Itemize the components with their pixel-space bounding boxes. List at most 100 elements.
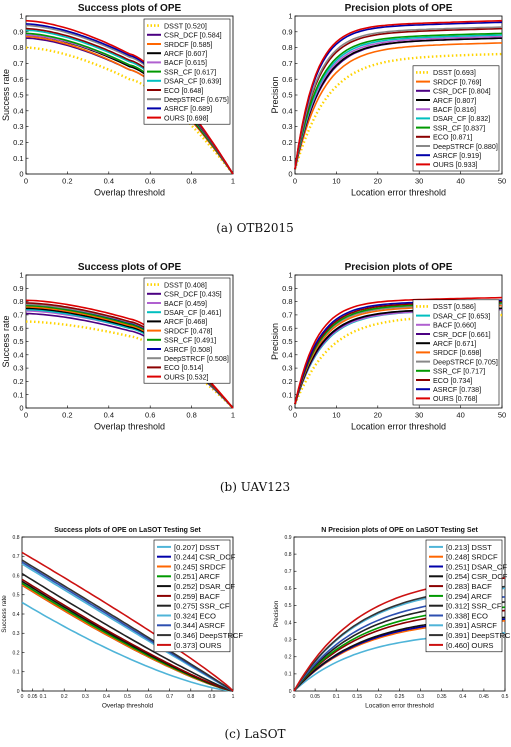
y-tick-label: 0.8 — [282, 297, 292, 306]
series-line-7 — [21, 572, 234, 692]
series-lines — [293, 19, 503, 170]
y-axis-label: Success rate — [1, 595, 8, 633]
x-tick-label: 20 — [374, 177, 382, 186]
legend-entry: DSAR_CF [0.461] — [164, 309, 221, 317]
x-tick-label: 0.2 — [62, 411, 72, 420]
series-line-8 — [21, 563, 234, 692]
y-tick-label: 0 — [19, 404, 23, 413]
x-tick-label: 0.25 — [395, 694, 405, 700]
x-tick-label: 0 — [24, 177, 28, 186]
chart-panel-3: Success plots of OPE 0 0.2 0.4 0.6 0.8 1 0 0.1 0.… — [1, 262, 235, 432]
y-tick-label: 0 — [19, 170, 23, 179]
legend-entry: SRDCF [0.585] — [164, 41, 213, 49]
legend-entry: CSR_DCF [0.584] — [164, 32, 222, 40]
series-line-7 — [294, 32, 503, 170]
legend-entry: [0.251] ARCF — [174, 572, 220, 581]
x-tick-label: 0.1 — [40, 694, 47, 700]
legend: DSST [0.520] CSR_DCF [0.584]SRDCF [0.585]… — [143, 18, 231, 125]
y-tick-label: 0.2 — [285, 655, 292, 661]
series-line-6 — [25, 32, 234, 175]
legend-entry: [0.346] DeepSTRCF — [174, 631, 243, 640]
x-axis-label: Overlap threshold — [94, 188, 165, 198]
x-tick-label: 40 — [456, 411, 464, 420]
legend-entry: DSST [0.586] — [433, 303, 476, 311]
x-tick-label: 0.4 — [104, 411, 114, 420]
legend-entry: [0.248] SRDCF — [446, 553, 498, 562]
series-line-2 — [294, 42, 503, 170]
legend-entry: [0.338] ECO — [446, 611, 488, 620]
y-axis-label: Precision — [270, 323, 280, 360]
y-tick-label: 0.2 — [13, 377, 23, 386]
legend-entry: [0.254] CSR_DCF — [446, 572, 508, 581]
series-line-5 — [294, 35, 502, 170]
legend-entry: OURS [0.532] — [164, 373, 209, 381]
legend: DSST [0.408]CSR_DCF [0.435]BACF [0.459]D… — [143, 277, 231, 384]
y-tick-label: 0.1 — [13, 154, 23, 163]
legend-entry: [0.252] DSAR_CF — [174, 582, 235, 591]
legend-entry: BACF [0.660] — [433, 322, 476, 330]
series-lines — [21, 551, 234, 692]
y-tick-label: 1 — [19, 12, 23, 21]
x-tick-label: 0.5 — [124, 694, 131, 700]
y-axis-label: Success rate — [1, 315, 11, 367]
y-tick-label: 0.9 — [13, 284, 23, 293]
series-line-6 — [294, 34, 503, 170]
x-tick-label: 0 — [21, 694, 24, 700]
y-tick-label: 0.2 — [13, 138, 23, 147]
y-tick-label: 0 — [288, 170, 292, 179]
y-tick-label: 0.6 — [282, 324, 292, 333]
y-tick-label: 0.7 — [282, 59, 292, 68]
x-tick-label: 0.5 — [502, 694, 509, 700]
x-tick-label: 30 — [415, 177, 423, 186]
series-line-3 — [25, 35, 234, 175]
y-tick-label: 0.1 — [13, 670, 20, 676]
y-tick-label: 0.6 — [285, 586, 292, 592]
x-tick-label: 0.8 — [186, 411, 196, 420]
legend-entry: ECO [0.514] — [164, 364, 203, 372]
legend: [0.207] DSST[0.244] CSR_DCF[0.245] SRDCF… — [153, 539, 243, 653]
legend-entry: CSR_DCF [0.804] — [433, 88, 491, 96]
legend-entry: SSR_CF [0.491] — [164, 337, 216, 345]
y-tick-label: 0.4 — [285, 620, 292, 626]
legend: [0.213] DSST[0.248] SRDCF[0.251] DSAR_CF… — [425, 539, 511, 653]
y-tick-label: 0.7 — [13, 311, 23, 320]
legend-entry: SRDCF [0.769] — [433, 78, 482, 86]
series-line-11 — [294, 19, 503, 170]
y-tick-label: 0.5 — [13, 337, 23, 346]
y-tick-label: 0.4 — [282, 106, 292, 115]
y-tick-label: 0.8 — [13, 297, 23, 306]
y-tick-label: 0.5 — [13, 593, 20, 599]
x-tick-label: 0.2 — [61, 694, 68, 700]
y-tick-label: 0.1 — [285, 672, 292, 678]
chart-title: Success plots of OPE — [78, 3, 182, 14]
y-tick-label: 0.2 — [282, 377, 292, 386]
legend-entry: [0.391] DeepSTRCF — [446, 631, 511, 640]
legend-entry: ARCF [0.807] — [433, 97, 476, 105]
x-axis-label: Location error threshold — [351, 188, 446, 198]
x-axis-label: Overlap threshold — [102, 703, 154, 710]
y-axis-label: Success rate — [1, 69, 11, 121]
legend-entry: SSR_CF [0.717] — [433, 368, 485, 376]
y-tick-label: 0.6 — [13, 75, 23, 84]
series-line-1 — [26, 320, 234, 409]
x-tick-label: 0.8 — [186, 177, 196, 186]
legend-entry: ARCF [0.468] — [164, 318, 207, 326]
x-tick-label: 0.6 — [145, 177, 155, 186]
x-tick-label: 0.45 — [479, 694, 489, 700]
chart-title: Precision plots of OPE — [345, 3, 453, 14]
y-tick-label: 0.2 — [282, 138, 292, 147]
figure-caption: (a) OTB2015 — [216, 221, 294, 235]
chart-title: Success plots of OPE on LaSOT Testing Se… — [54, 527, 201, 534]
legend-entry: CSR_DCF [0.435] — [164, 291, 222, 299]
y-tick-label: 0.4 — [13, 350, 23, 359]
y-tick-label: 0.7 — [13, 59, 23, 68]
x-tick-label: 0.1 — [333, 694, 340, 700]
legend-entry: DSST [0.693] — [433, 69, 476, 77]
y-tick-label: 0.7 — [282, 311, 292, 320]
chart-title: Precision plots of OPE — [345, 262, 453, 273]
legend-entry: [0.213] DSST — [446, 543, 492, 552]
series-line-11 — [294, 296, 503, 405]
legend-entry: DSST [0.520] — [164, 22, 207, 30]
y-tick-label: 0.3 — [282, 364, 292, 373]
